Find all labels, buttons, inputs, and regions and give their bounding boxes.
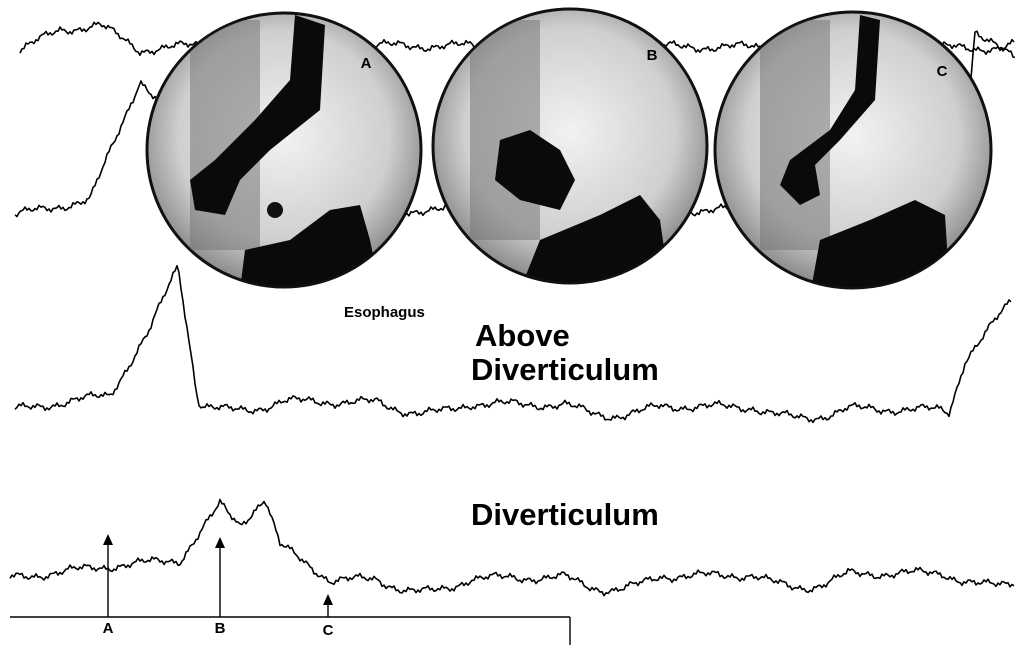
figure: A B C Esophagus Above Diverticulum Diver… bbox=[0, 0, 1020, 649]
label: Diverticulum bbox=[471, 352, 659, 387]
image-label: A bbox=[361, 55, 372, 72]
image-label: C bbox=[937, 63, 948, 80]
marker-axis bbox=[10, 540, 570, 645]
marker-arrows bbox=[103, 534, 333, 605]
marker-label: C bbox=[323, 622, 334, 639]
image-label: B bbox=[647, 47, 658, 64]
label: Above bbox=[475, 318, 570, 353]
marker-label: A bbox=[103, 620, 114, 637]
radiograph bbox=[147, 13, 421, 290]
marker-label: B bbox=[215, 620, 226, 637]
label: Esophagus bbox=[344, 304, 425, 321]
label: Diverticulum bbox=[471, 497, 659, 532]
radiograph bbox=[433, 9, 707, 290]
radiograph bbox=[715, 12, 991, 295]
